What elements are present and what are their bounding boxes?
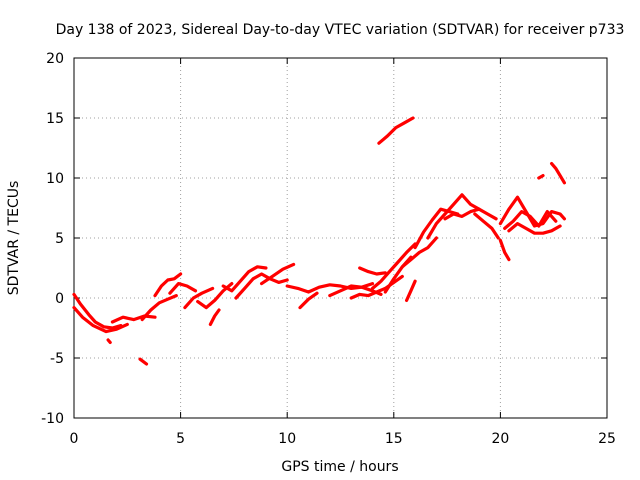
data-series-s6: [140, 294, 178, 322]
data-series-s25: [413, 207, 460, 250]
data-series-s26: [426, 193, 481, 240]
data-series-s27: [443, 207, 498, 221]
data-series-s11: [208, 308, 221, 326]
grid: [74, 58, 607, 418]
ticks: 0 5 10 15 20 25 -10 -5 0 5 10 15 20: [41, 51, 616, 447]
x-tick-label: 5: [176, 431, 185, 447]
data-series-s5: [138, 357, 149, 366]
data-series-s32: [507, 222, 562, 235]
data-series-s3: [106, 338, 112, 344]
data-series-s23: [405, 279, 417, 302]
y-tick-label: 5: [55, 231, 64, 247]
y-tick-label: -5: [50, 351, 64, 367]
y-tick-label: 10: [46, 171, 64, 187]
data-series-s8: [168, 282, 198, 295]
x-tick-label: 0: [70, 431, 79, 447]
data-series-s24: [400, 236, 438, 269]
data-series-s13: [234, 272, 289, 300]
data-series-s16: [298, 291, 319, 310]
data-series-s33: [537, 174, 545, 180]
x-tick-label: 10: [278, 431, 296, 447]
y-axis-label: SDTVAR / TECUs: [6, 181, 22, 296]
y-tick-label: -10: [41, 411, 64, 427]
data-series-s18: [349, 274, 404, 300]
data-series-s31: [503, 210, 558, 230]
data-series-s30: [498, 195, 567, 228]
data-series-s1: [72, 292, 123, 330]
x-tick-label: 25: [598, 431, 616, 447]
y-tick-label: 0: [55, 291, 64, 307]
data-series-s2: [72, 306, 129, 334]
x-tick-label: 15: [385, 431, 403, 447]
data-points: [72, 116, 567, 366]
y-tick-label: 20: [46, 51, 64, 67]
plot-frame: [73, 57, 608, 419]
data-series-s34: [549, 162, 567, 185]
data-series-s28: [473, 212, 500, 240]
data-series-s7: [153, 272, 183, 298]
data-series-s20: [370, 242, 417, 290]
data-series-s14: [260, 262, 296, 286]
data-series-s9: [183, 286, 215, 310]
data-series-s12: [221, 265, 268, 293]
data-series-s17: [328, 284, 383, 298]
data-series-s29: [498, 238, 511, 262]
y-tick-label: 15: [46, 111, 64, 127]
chart-title: Day 138 of 2023, Sidereal Day-to-day VTE…: [56, 22, 625, 38]
data-series-s4: [110, 314, 157, 324]
data-series-s22: [377, 116, 415, 145]
data-series-s19: [358, 266, 387, 276]
x-tick-label: 20: [491, 431, 509, 447]
x-axis-label: GPS time / hours: [281, 459, 398, 475]
